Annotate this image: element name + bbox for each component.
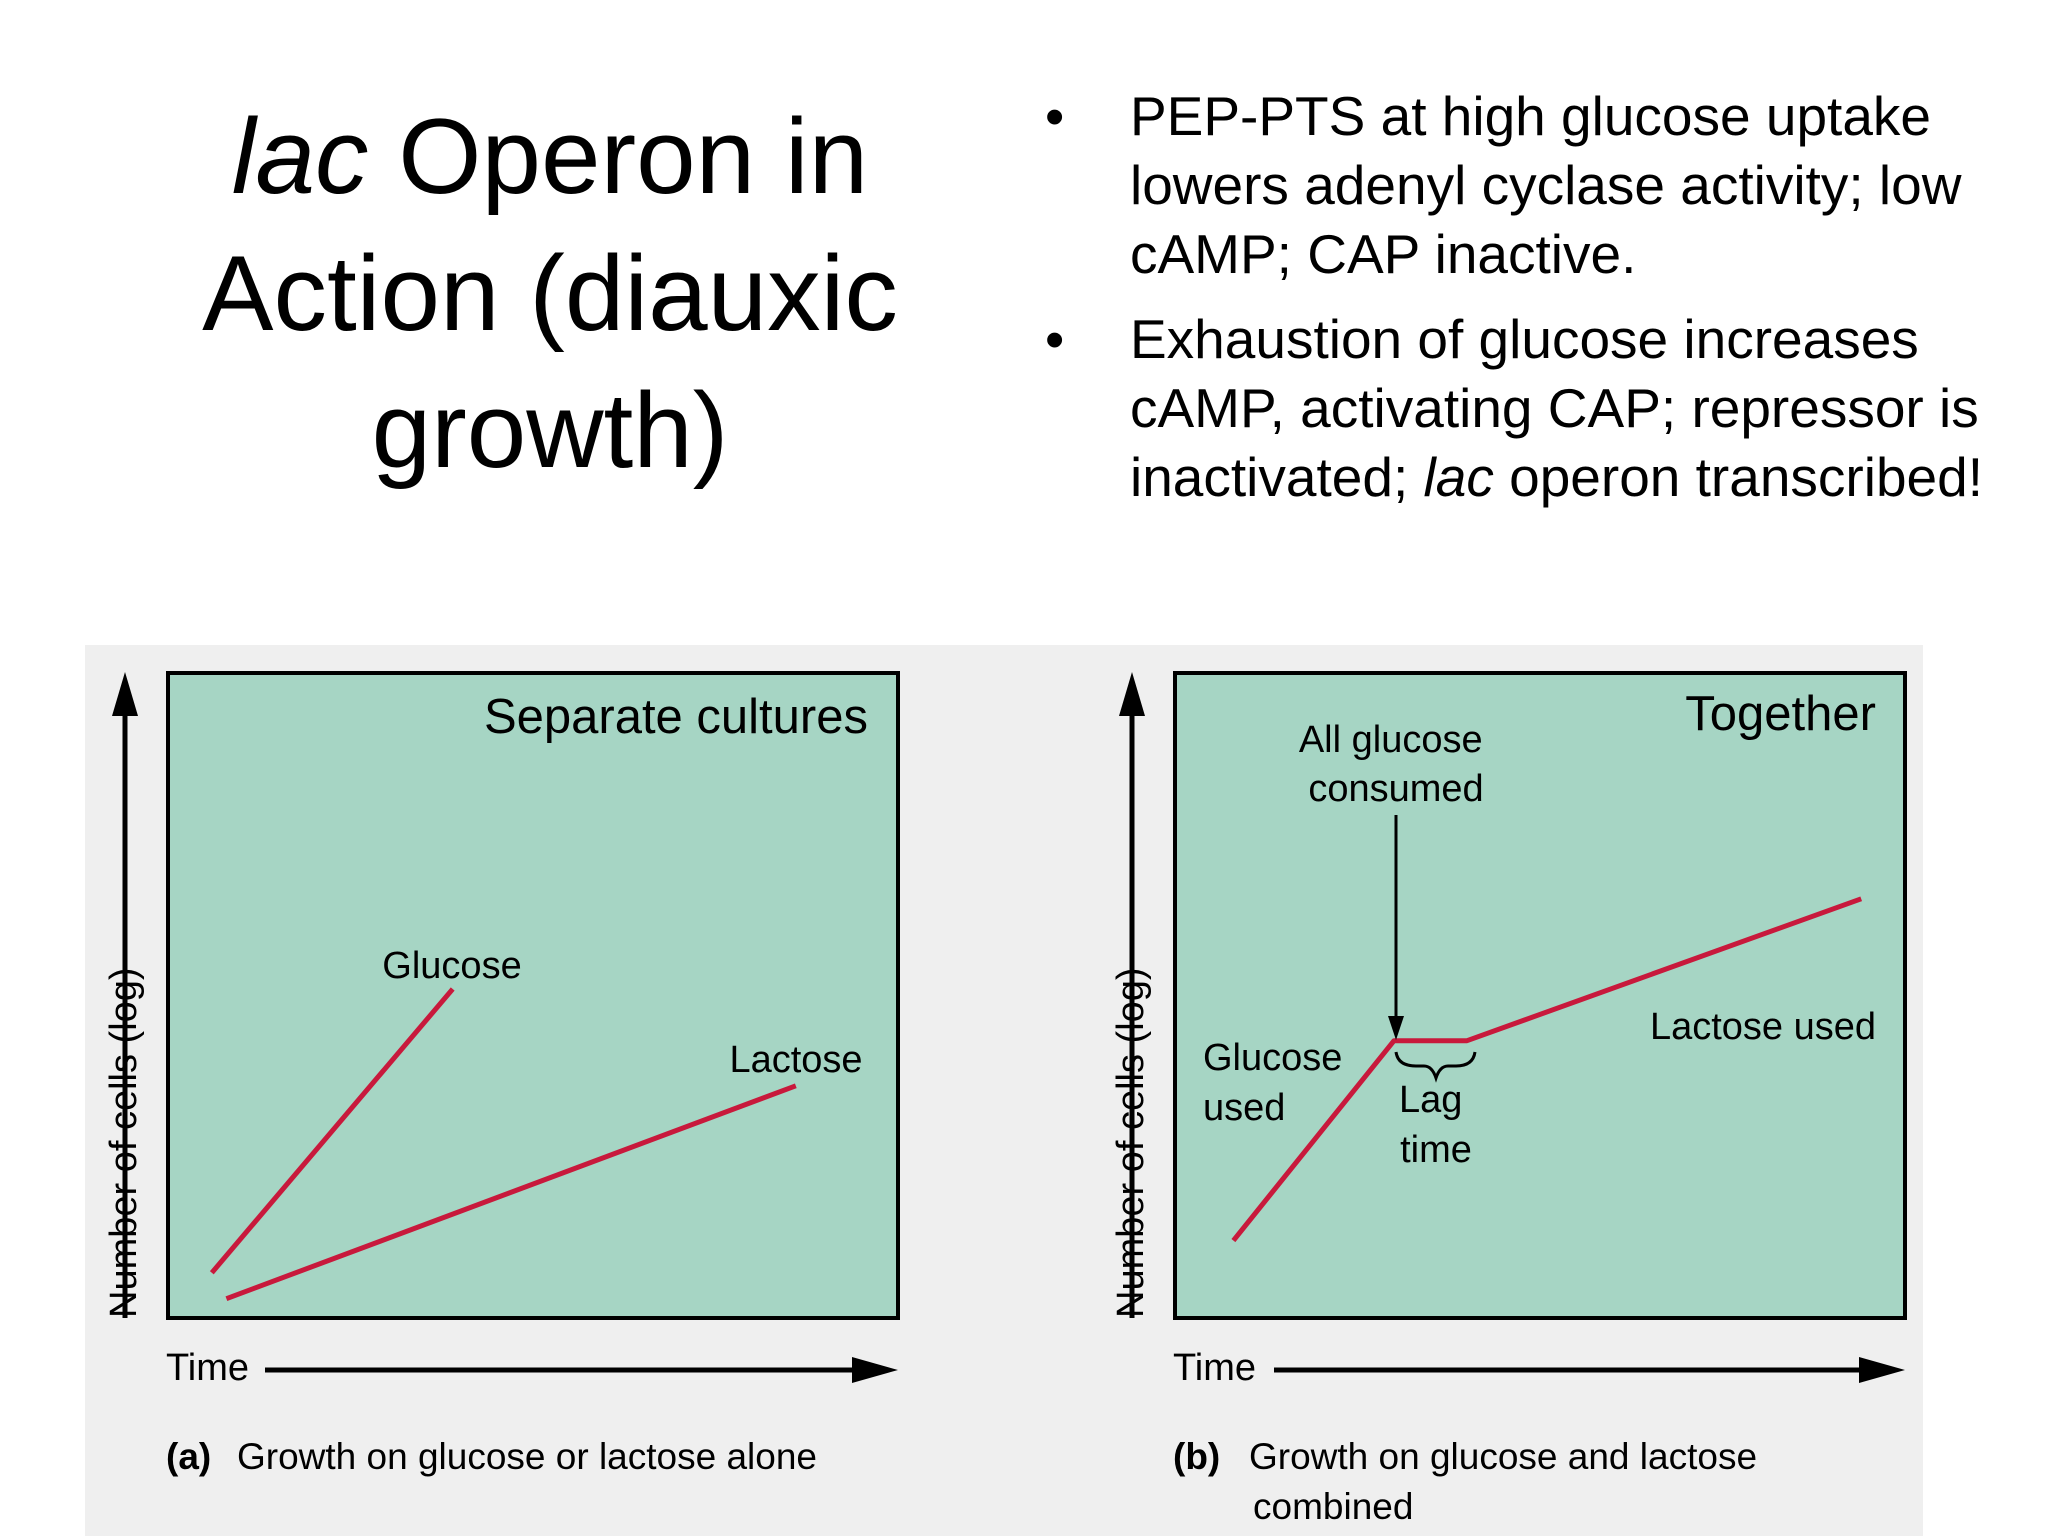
y-axis-label-a: Number of cells (log) [103, 967, 145, 1318]
annotation-phase2: Lactose used [1650, 1006, 1876, 1048]
annotation-lag: Lag time [1399, 1079, 1473, 1171]
bullet-text: PEP-PTS at high glucose uptake lowers ad… [1130, 85, 1962, 285]
chart-a: Number of cells (log) Time Separate cult… [103, 671, 900, 1477]
plot-area-b [1173, 671, 1907, 1320]
annotation-arrow-label: All glucose consumed [1299, 719, 1493, 810]
y-axis-label-b: Number of cells (log) [1110, 967, 1152, 1318]
annotation-phase1: Glucose used [1203, 1037, 1353, 1129]
bullet-item: PEP-PTS at high glucose uptake lowers ad… [1045, 82, 2025, 289]
plot-area-a [166, 671, 900, 1320]
title-italic: lac [231, 96, 369, 216]
caption-tag-b: (b) [1173, 1436, 1220, 1477]
slide-title: lac Operon in Action (diauxic growth) [80, 88, 1020, 499]
y-axis-arrowhead-b [1119, 672, 1145, 716]
series-label-glucose: Glucose [382, 945, 521, 987]
chart-title-a: Separate cultures [484, 690, 868, 744]
annotation-arrowhead [1388, 1016, 1404, 1040]
caption-a: Growth on glucose or lactose alone [237, 1436, 817, 1477]
x-axis-label-b: Time [1173, 1347, 1256, 1389]
series-label-lactose: Lactose [729, 1039, 862, 1081]
bullet-text: Exhaustion of glucose increases cAMP, ac… [1130, 308, 1979, 508]
lag-brace [1394, 1051, 1477, 1083]
title-rest: Operon in Action (diauxic growth) [202, 96, 898, 490]
series-line-a-glucose [209, 987, 455, 1275]
chart-b: Number of cells (log) Time Together All … [1110, 671, 1907, 1527]
x-axis-arrowhead-b [1859, 1357, 1905, 1383]
series-line-b-series-1 [1231, 896, 1863, 1243]
x-axis-arrowhead-a [852, 1357, 898, 1383]
series-line-a-lactose [225, 1083, 797, 1302]
x-axis-label-a: Time [166, 1347, 249, 1389]
series-group-a [209, 987, 797, 1302]
chart-title-b: Together [1685, 687, 1876, 741]
bullet-item: Exhaustion of glucose increases cAMP, ac… [1045, 305, 2025, 512]
y-axis-arrowhead-a [112, 672, 138, 716]
caption-tag-a: (a) [166, 1436, 211, 1477]
bullet-text: operon transcribed! [1493, 446, 1984, 508]
bullet-italic: lac [1423, 446, 1494, 508]
caption-b: Growth on glucose and lactose combined [1249, 1436, 1767, 1527]
bullet-list: PEP-PTS at high glucose uptake lowers ad… [1045, 82, 2025, 528]
series-group-b [1231, 896, 1863, 1243]
